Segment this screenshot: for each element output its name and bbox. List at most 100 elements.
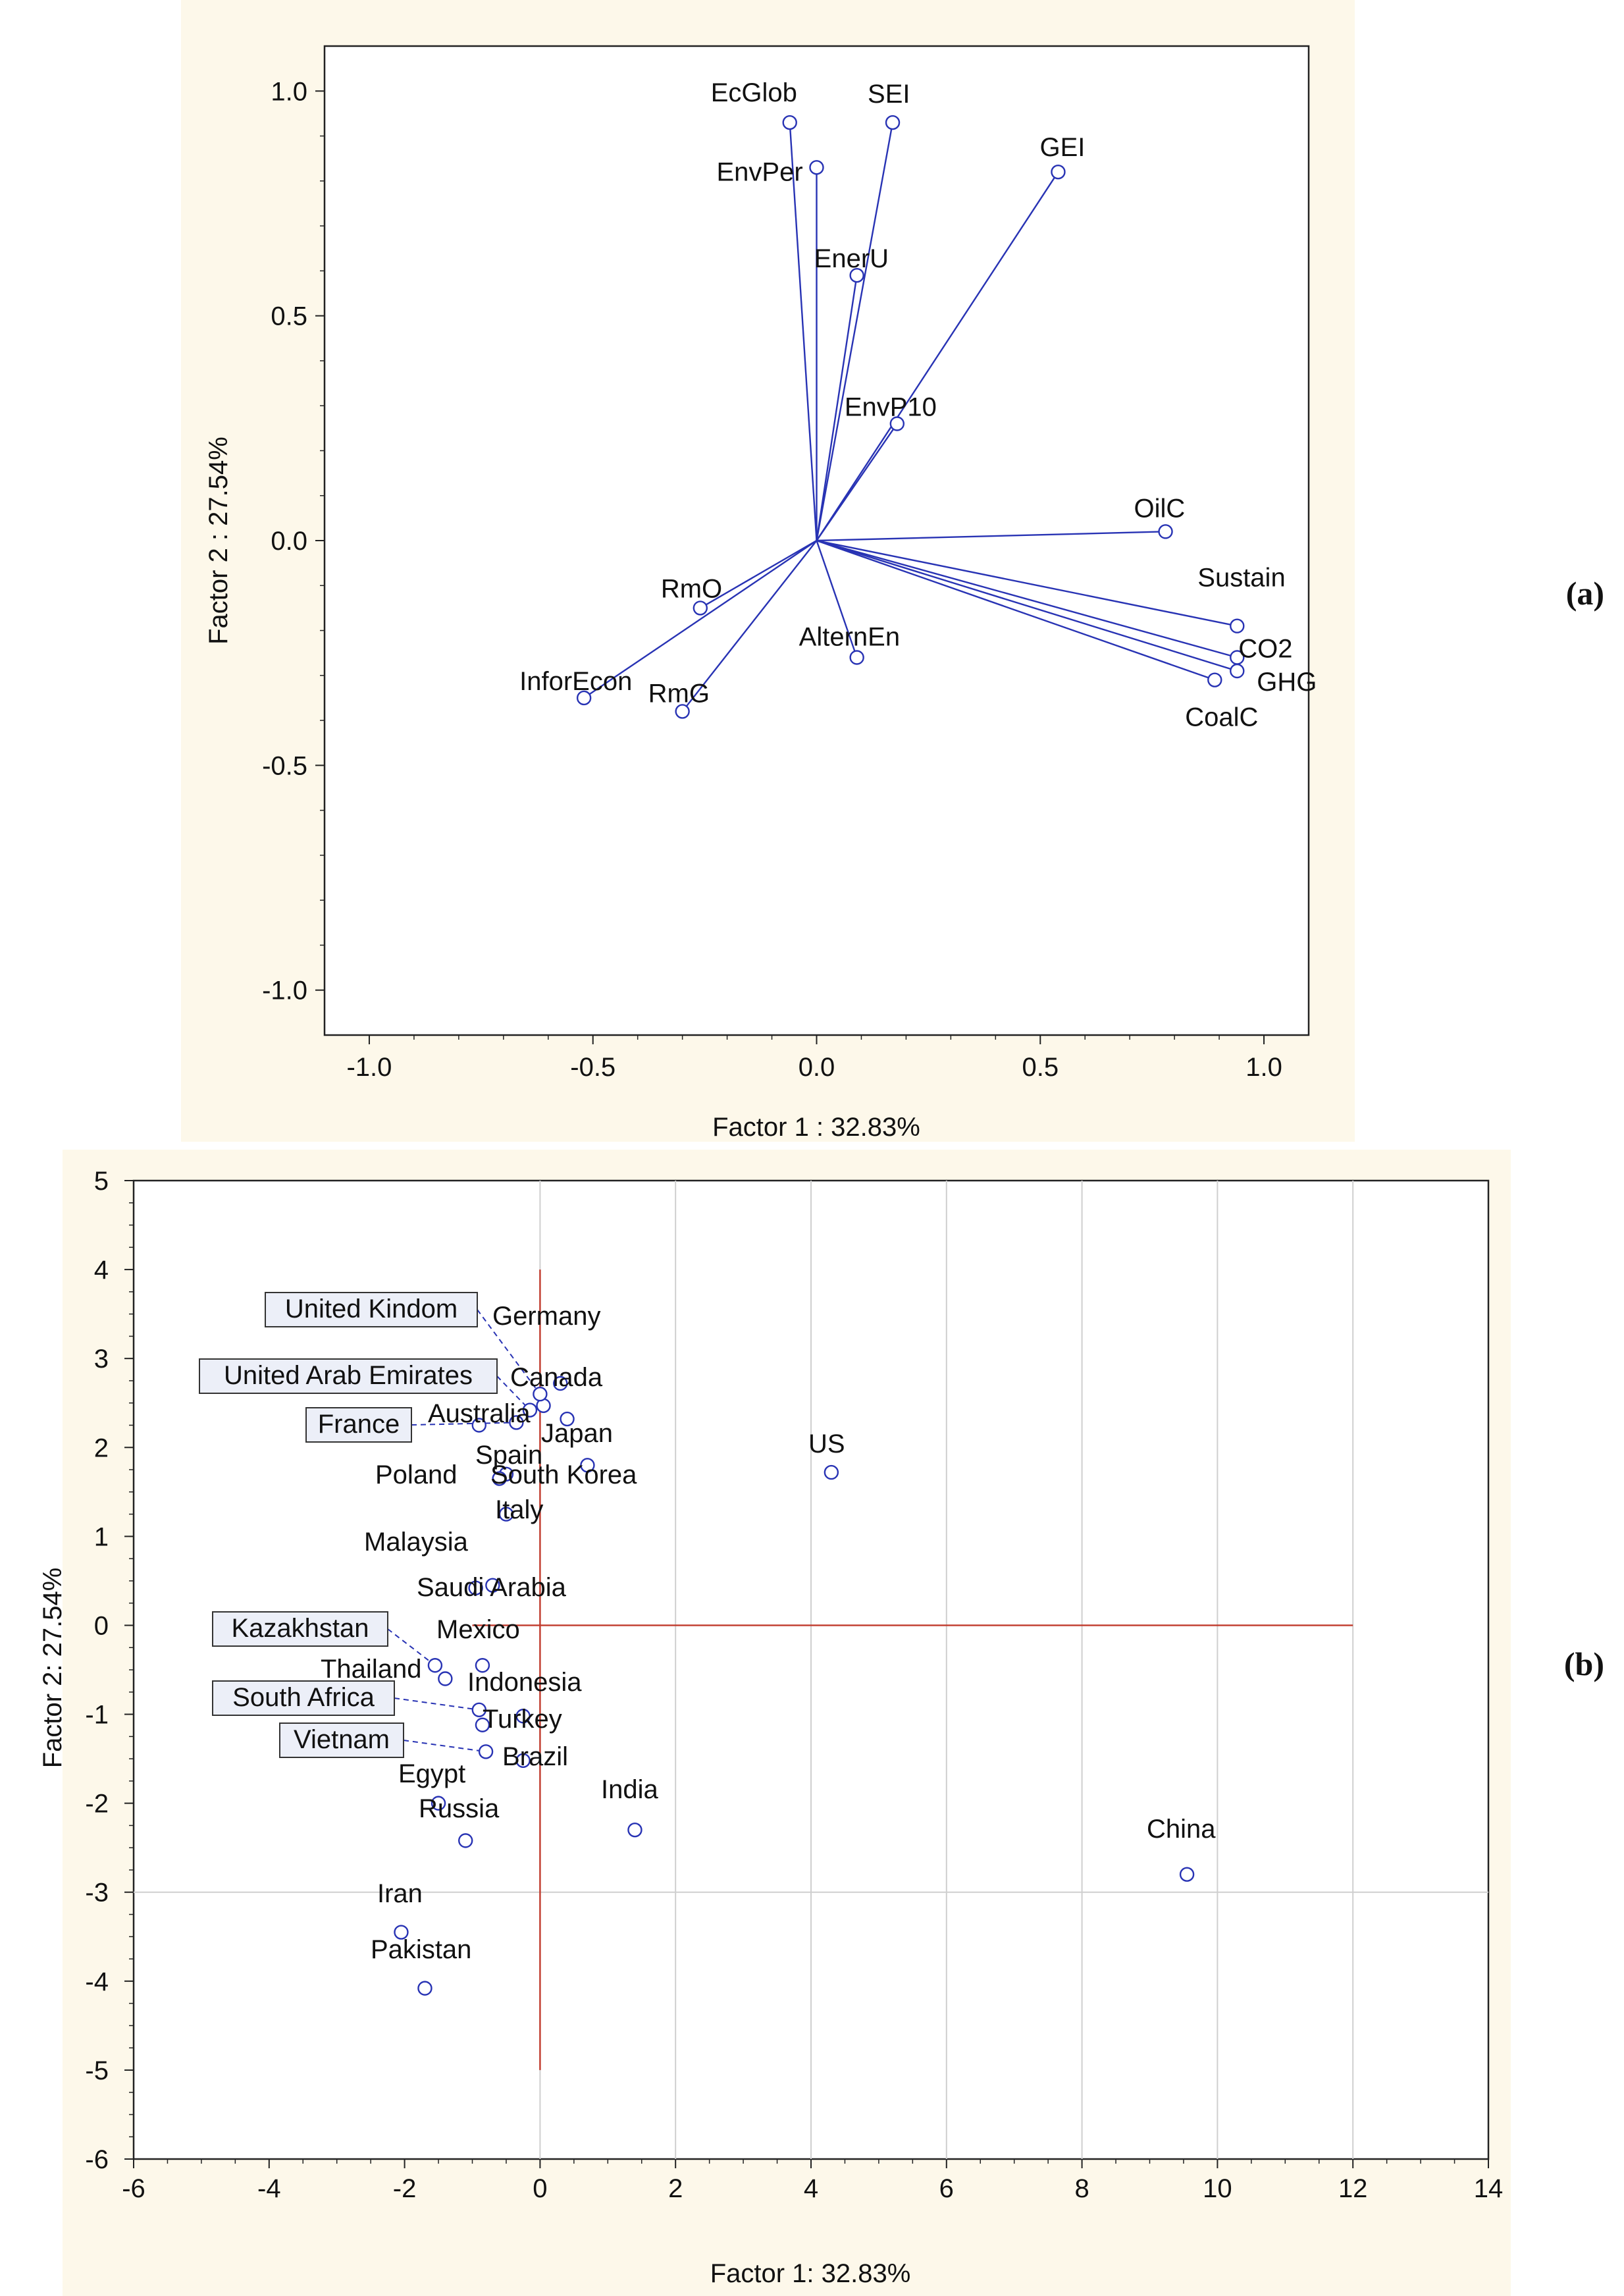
panel-b-y-tick-label: -4 <box>85 1967 109 1996</box>
point-alternen <box>849 650 864 665</box>
panel-a-x-tick-label: -0.5 <box>570 1053 616 1082</box>
panel-b-x-tick-label: 12 <box>1338 2174 1368 2203</box>
panel-b-y-tick-label: 1 <box>94 1522 109 1551</box>
label-eneru: EnerU <box>814 244 889 273</box>
point-indonesia <box>515 1709 531 1724</box>
label-thailand: Thailand <box>321 1655 421 1684</box>
label-ecglob: EcGlob <box>711 78 797 107</box>
vector-rmo <box>700 539 818 609</box>
point-inforecon <box>576 690 592 706</box>
point-sustain <box>1230 618 1245 633</box>
point-ecglob <box>782 115 797 130</box>
point-envp10 <box>889 416 905 431</box>
point-mexico <box>475 1658 490 1673</box>
point-south-africa <box>471 1702 486 1717</box>
point-united-kindom <box>533 1387 548 1402</box>
point-sei <box>885 115 901 130</box>
point-turkey <box>475 1717 490 1732</box>
panel-a-y-tick-label: 1.0 <box>271 77 307 106</box>
point-japan <box>560 1411 575 1427</box>
point-poland <box>492 1471 507 1486</box>
label-sustain: Sustain <box>1197 564 1285 593</box>
panel-b-y-tick-label: 2 <box>94 1433 109 1462</box>
label-box-france <box>305 1407 412 1443</box>
label-box-vietnam <box>279 1722 404 1758</box>
label-united-arab-emirates: United Arab Emirates <box>224 1361 473 1390</box>
label-box-south-africa <box>212 1680 395 1716</box>
label-box-united-kindom <box>265 1292 478 1327</box>
leader-south-africa <box>394 1697 479 1711</box>
label-south-africa: South Africa <box>232 1683 375 1712</box>
panel-b-x-tick-label: 10 <box>1203 2174 1232 2203</box>
label-saudi-arabia: Saudi Arabia <box>417 1573 567 1602</box>
vector-sustain <box>816 539 1238 627</box>
label-iran: Iran <box>377 1879 423 1908</box>
label-spain: Spain <box>475 1441 542 1470</box>
vector-ecglob <box>789 122 818 541</box>
point-eneru <box>849 267 864 283</box>
panel-b-x-tick-label: -4 <box>257 2174 281 2203</box>
label-turkey: Turkey <box>483 1705 562 1734</box>
label-china: China <box>1147 1815 1216 1844</box>
point-india <box>627 1822 642 1838</box>
point-saudi-arabia <box>485 1578 500 1593</box>
label-coalc: CoalC <box>1185 703 1258 732</box>
point-malaysia <box>468 1580 483 1595</box>
panel-a-x-tick-label: -1.0 <box>346 1053 392 1082</box>
label-france: France <box>318 1410 400 1439</box>
point-pakistan <box>417 1981 432 1996</box>
panel-b-x-tick-label: 4 <box>804 2174 818 2203</box>
panel-b-x-tick-label: 8 <box>1074 2174 1089 2203</box>
label-south-korea: South Korea <box>490 1460 637 1489</box>
panel-b-y-tick-label: -5 <box>85 2056 109 2085</box>
leader-united-kindom <box>477 1309 541 1395</box>
point-australia <box>471 1418 486 1433</box>
leader-united-arab-emirates <box>496 1375 531 1411</box>
label-australia: Australia <box>428 1399 531 1428</box>
label-pakistan: Pakistan <box>371 1935 471 1964</box>
panel-b-x-tick-label: 6 <box>939 2174 954 2203</box>
panel-a-y-tick-label: 0.5 <box>271 302 307 331</box>
vector-inforecon <box>583 540 818 699</box>
point-coalc <box>1207 672 1222 687</box>
label-mexico: Mexico <box>436 1615 520 1644</box>
point-france <box>509 1415 524 1430</box>
point-rmo <box>693 601 708 616</box>
point-egypt <box>431 1796 446 1811</box>
panel-a-y-tick-label: -0.5 <box>262 751 307 780</box>
panel-b-x-tick-label: 14 <box>1474 2174 1504 2203</box>
label-indonesia: Indonesia <box>467 1668 582 1697</box>
label-box-kazakhstan <box>212 1611 388 1647</box>
panel-b-y-tick-label: -2 <box>85 1790 109 1819</box>
panel-b-x-axis-label: Factor 1: 32.83% <box>710 2259 911 2288</box>
point-china <box>1179 1867 1195 1882</box>
label-india: India <box>601 1775 658 1804</box>
point-brazil <box>515 1753 531 1768</box>
label-italy: Italy <box>495 1495 543 1524</box>
point-kazakhstan <box>427 1658 443 1673</box>
label-us: US <box>808 1429 845 1458</box>
vector-co2 <box>816 539 1238 658</box>
label-japan: Japan <box>541 1419 613 1448</box>
point-thailand <box>438 1671 453 1686</box>
panel-b-y-tick-label: -3 <box>85 1879 109 1908</box>
leader-france <box>411 1422 517 1426</box>
label-box-united-arab-emirates <box>199 1358 498 1394</box>
label-inforecon: InforEcon <box>519 667 632 696</box>
label-sei: SEI <box>868 80 910 109</box>
panel-a-y-axis-label: Factor 2 : 27.54% <box>204 437 233 645</box>
panel-b-y-tick-label: -1 <box>85 1701 109 1730</box>
label-united-kindom: United Kindom <box>285 1295 458 1323</box>
leader-kazakhstan <box>387 1628 436 1667</box>
vector-alternen <box>816 540 858 658</box>
point-envper <box>809 160 824 175</box>
vector-coalc <box>816 539 1215 681</box>
label-malaysia: Malaysia <box>364 1528 469 1557</box>
panel-b-y-tick-label: 5 <box>94 1167 109 1196</box>
point-rmg <box>675 704 690 719</box>
panel-a-x-tick-label: 0.0 <box>799 1053 835 1082</box>
panel-b-x-tick-label: 2 <box>668 2174 683 2203</box>
label-envp10: EnvP10 <box>845 392 937 421</box>
label-vietnam: Vietnam <box>294 1725 390 1754</box>
